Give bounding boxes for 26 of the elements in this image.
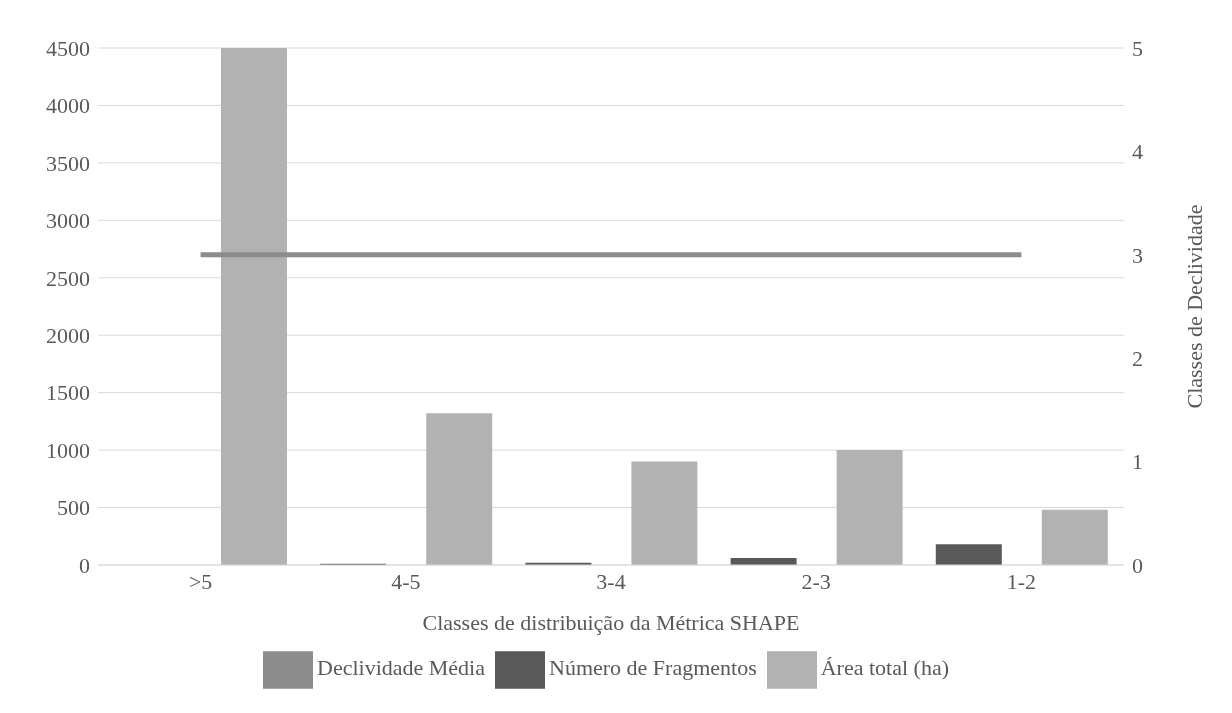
legend-label: Declividade Média — [317, 655, 485, 681]
legend-label: Número de Fragmentos — [549, 655, 757, 681]
y-tick-label: 1000 — [46, 437, 90, 463]
y-tick-label: 2000 — [46, 323, 90, 349]
y2-tick-label: 5 — [1132, 35, 1143, 61]
y-tick-label: 500 — [57, 495, 90, 521]
y-tick-label: 4500 — [46, 35, 90, 61]
y2-axis-title: Classes de Declividade — [1181, 204, 1207, 409]
x-tick-label: 1-2 — [1006, 568, 1037, 594]
x-axis-title: Classes de distribuição da Métrica SHAPE — [422, 610, 800, 635]
x-tick-label: >5 — [188, 568, 213, 594]
x-tick-label: 2-3 — [801, 568, 831, 594]
legend-label: Área total (ha) — [820, 655, 949, 681]
y-tick-label: 1500 — [46, 380, 90, 406]
y-tick-label: 2500 — [46, 265, 90, 291]
y2-tick-label: 0 — [1132, 552, 1143, 578]
y-tick-label: 3000 — [46, 208, 90, 234]
y-tick-label: 4000 — [46, 93, 90, 119]
y2-tick-label: 1 — [1132, 449, 1143, 475]
y2-tick-label: 2 — [1132, 346, 1143, 372]
x-tick-label: 4-5 — [391, 568, 421, 594]
y-tick-label: 3500 — [46, 150, 90, 176]
y-tick-label: 0 — [79, 552, 90, 578]
y2-tick-label: 3 — [1132, 242, 1143, 268]
x-tick-label: 3-4 — [596, 568, 626, 594]
y2-tick-label: 4 — [1132, 139, 1143, 165]
